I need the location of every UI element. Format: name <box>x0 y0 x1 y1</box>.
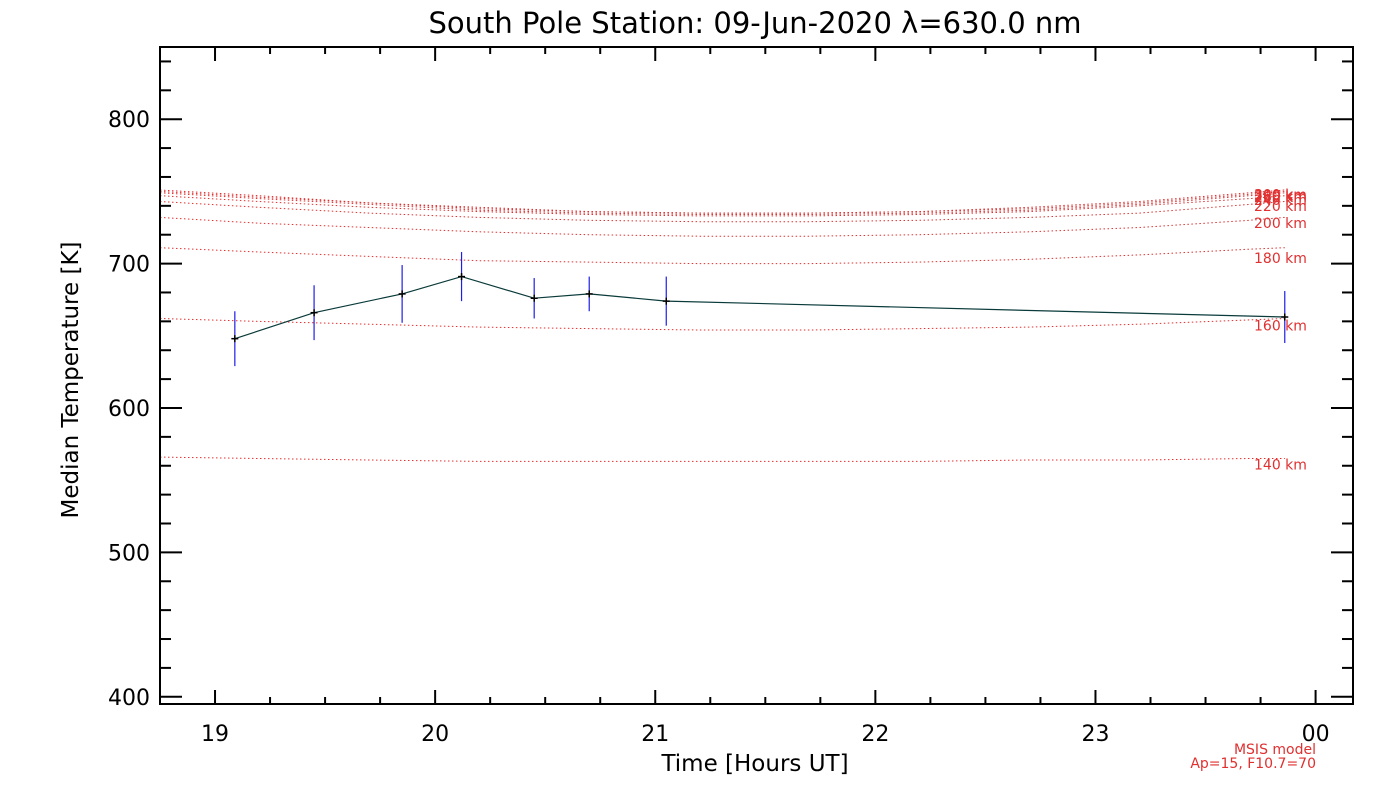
y-tick-label-1: 400 <box>108 686 150 711</box>
x-axis-label: Time [Hours UT] <box>660 751 848 777</box>
msis-label-3: 180 km <box>1254 251 1307 267</box>
msis-curve-1 <box>159 456 1285 462</box>
y-tick-label-3: 600 <box>108 397 150 422</box>
x-tick-label-6: 00 <box>1302 722 1330 747</box>
msis-curve-4 <box>159 216 1285 237</box>
msis-label-6: 240 km <box>1254 193 1307 209</box>
series-layer <box>231 252 1289 367</box>
series-line-1 <box>234 275 1285 340</box>
msis-params-note: Ap=15, F10.7=70 <box>1190 756 1316 772</box>
plot-frame <box>159 46 1354 705</box>
x-tick-label-3: 21 <box>641 722 669 747</box>
x-tick-label-1: 19 <box>201 722 229 747</box>
y-tick-label-2: 500 <box>108 541 150 566</box>
y-tick-label-5: 800 <box>108 108 150 133</box>
x-tick-label-4: 22 <box>861 722 889 747</box>
x-tick-label-2: 20 <box>421 722 449 747</box>
msis-label-2: 160 km <box>1254 319 1307 335</box>
msis-label-8: 280 km <box>1254 189 1307 205</box>
y-tick-label-4: 700 <box>108 253 150 278</box>
axes-layer: 19 20 21 22 23 00 400 500 600 700 800 <box>108 46 1354 747</box>
x-tick-label-5: 23 <box>1081 722 1109 747</box>
msis-label-1: 140 km <box>1254 457 1307 473</box>
msis-label-5: 220 km <box>1254 199 1307 215</box>
chart-title: South Pole Station: 09-Jun-2020 λ=630.0 … <box>428 6 1081 40</box>
msis-label-7: 260 km <box>1254 190 1307 206</box>
msis-curve-3 <box>159 247 1285 265</box>
msis-curve-9 <box>159 189 1285 214</box>
msis-label-9: 300 km <box>1254 187 1307 203</box>
y-axis-label: Median Temperature [K] <box>58 242 84 519</box>
msis-label-4: 200 km <box>1254 216 1307 232</box>
msis-model-note: MSIS model <box>1234 742 1316 758</box>
msis-curve-2 <box>159 318 1285 331</box>
